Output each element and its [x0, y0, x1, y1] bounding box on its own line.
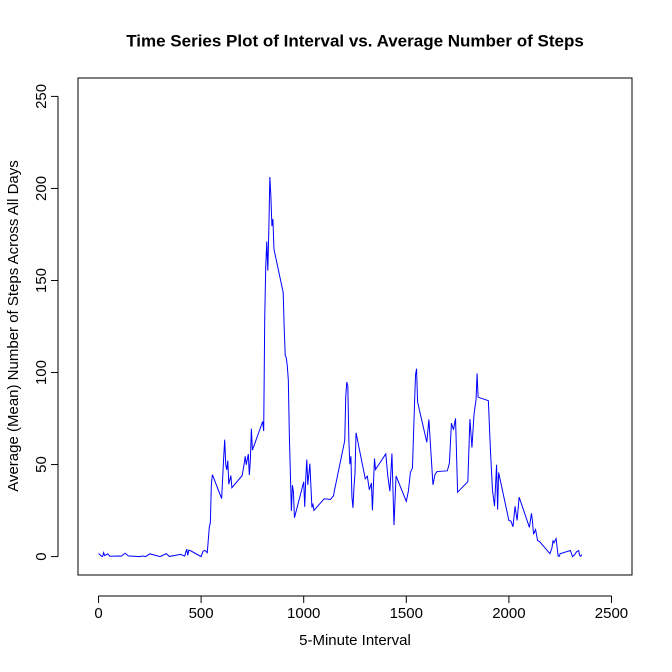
- chart-title: Time Series Plot of Interval vs. Average…: [126, 31, 584, 50]
- x-tick-label: 1000: [287, 605, 320, 622]
- plot-frame: [77, 77, 633, 576]
- y-tick-label: 0: [33, 552, 50, 560]
- y-tick-label: 150: [33, 268, 50, 293]
- y-tick-label: 50: [33, 456, 50, 473]
- x-tick-label: 2000: [492, 605, 525, 622]
- x-tick-label: 500: [189, 605, 214, 622]
- data-line: [98, 177, 583, 558]
- y-tick-label: 200: [33, 176, 50, 201]
- x-tick-label: 0: [94, 605, 102, 622]
- y-tick-label: 100: [33, 360, 50, 385]
- y-tick-label: 250: [33, 84, 50, 109]
- x-tick-label: 1500: [390, 605, 423, 622]
- x-tick-label: 2500: [595, 605, 628, 622]
- y-axis-label: Average (Mean) Number of Steps Across Al…: [5, 160, 22, 492]
- x-axis-label: 5-Minute Interval: [299, 632, 411, 649]
